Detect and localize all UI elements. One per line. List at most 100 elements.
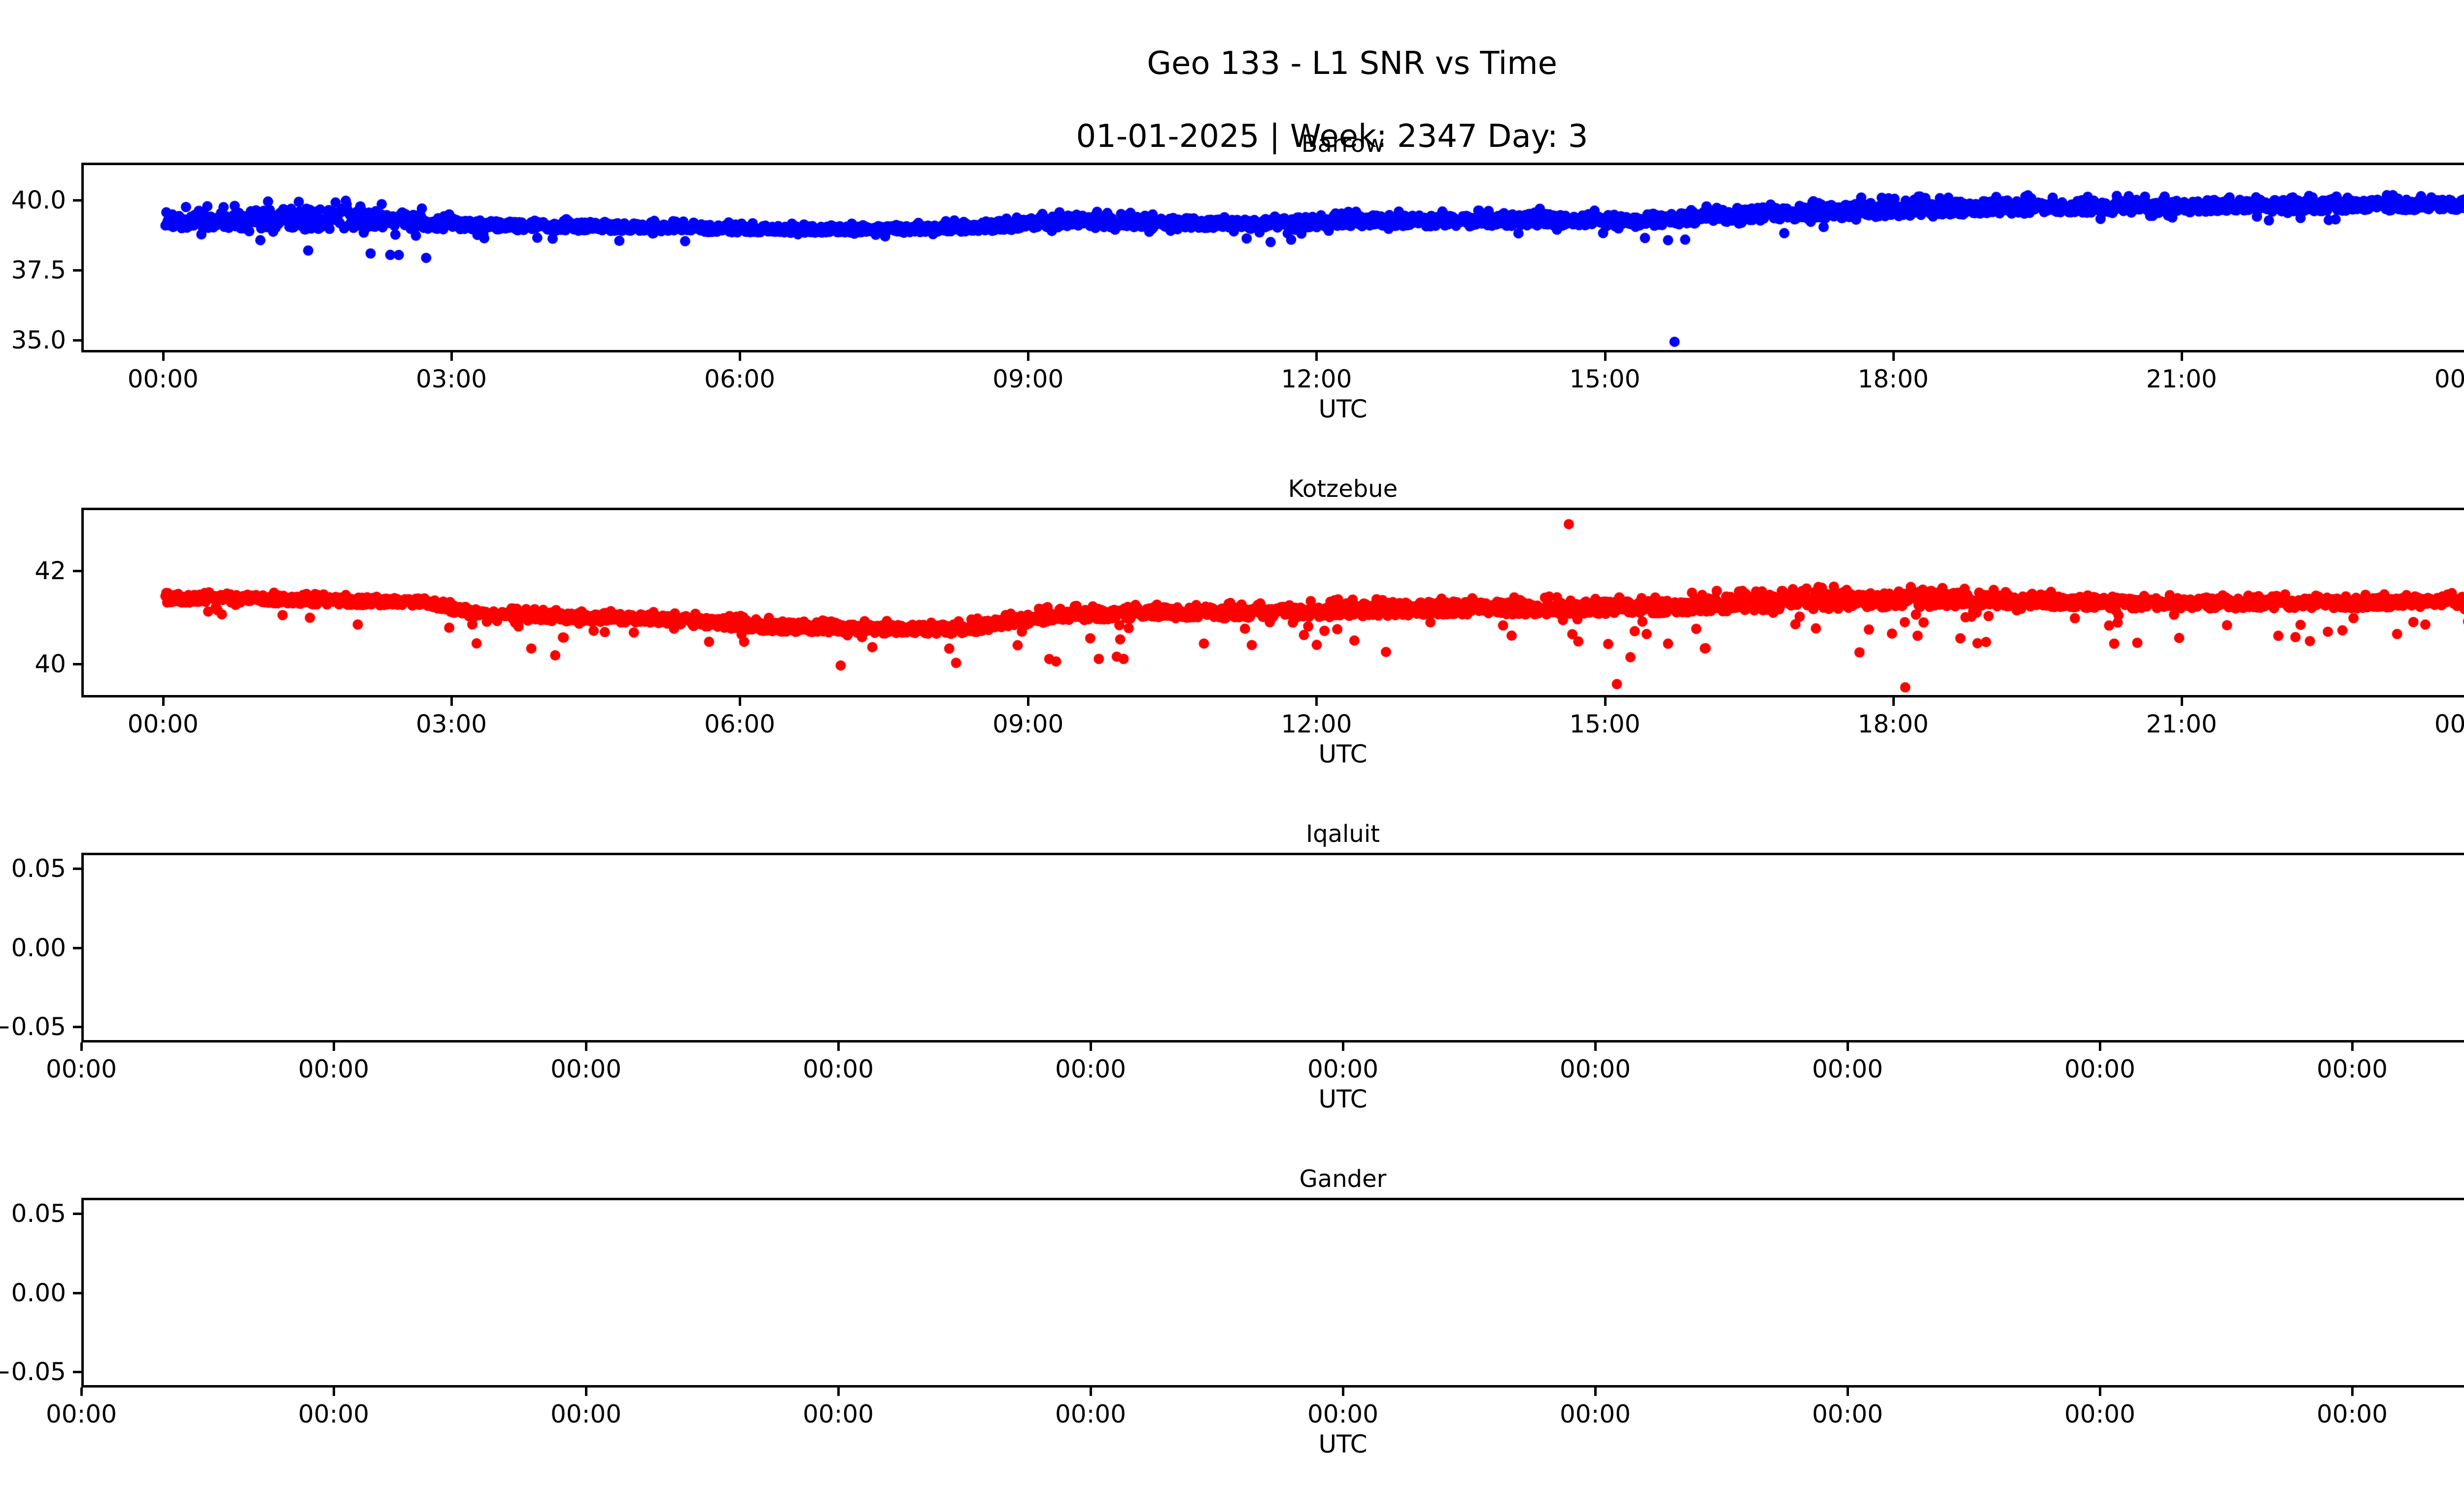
ytick-label-iqaluit-0: −0.05 xyxy=(0,1012,66,1041)
plot-area-kotzebue xyxy=(81,508,2464,697)
xtick-mark-kotzebue-1 xyxy=(450,697,453,706)
xtick-mark-barrow-2 xyxy=(739,352,742,361)
xtick-mark-gander-3 xyxy=(837,1388,840,1396)
xtick-mark-gander-0 xyxy=(80,1388,83,1396)
xtick-mark-iqaluit-8 xyxy=(2099,1043,2101,1051)
xtick-mark-gander-8 xyxy=(2099,1388,2101,1396)
xtick-label-barrow-6: 18:00 xyxy=(1857,365,1929,393)
ytick-label-iqaluit-1: 0.00 xyxy=(11,933,66,962)
subplot-title-iqaluit: Iqaluit xyxy=(1306,820,1380,848)
xtick-label-barrow-7: 21:00 xyxy=(2146,365,2217,393)
xtick-mark-gander-7 xyxy=(1847,1388,1849,1396)
xtick-mark-barrow-7 xyxy=(2180,352,2183,361)
xtick-label-iqaluit-8: 00:00 xyxy=(2064,1055,2136,1083)
xtick-label-gander-1: 00:00 xyxy=(298,1400,370,1428)
xtick-label-iqaluit-7: 00:00 xyxy=(1812,1055,1883,1083)
xtick-mark-gander-5 xyxy=(1342,1388,1344,1396)
ytick-label-kotzebue-0: 40 xyxy=(34,649,66,678)
xtick-mark-barrow-1 xyxy=(450,352,453,361)
xtick-label-gander-9: 00:00 xyxy=(2316,1400,2388,1428)
scatter-series-kotzebue xyxy=(84,510,2464,695)
xtick-mark-barrow-3 xyxy=(1027,352,1030,361)
xtick-mark-gander-4 xyxy=(1090,1388,1092,1396)
xtick-label-gander-0: 00:00 xyxy=(45,1400,117,1428)
ytick-mark-kotzebue-0 xyxy=(73,662,81,665)
xtick-mark-kotzebue-0 xyxy=(162,697,165,706)
xtick-label-barrow-1: 03:00 xyxy=(415,365,487,393)
xtick-label-kotzebue-8: 00:00 xyxy=(2434,710,2464,738)
xaxis-label-barrow: UTC xyxy=(1318,395,1368,423)
ytick-label-gander-1: 0.00 xyxy=(11,1278,66,1307)
xtick-label-kotzebue-7: 21:00 xyxy=(2146,710,2217,738)
xtick-label-gander-8: 00:00 xyxy=(2064,1400,2136,1428)
xtick-label-gander-7: 00:00 xyxy=(1812,1400,1883,1428)
xtick-label-iqaluit-4: 00:00 xyxy=(1055,1055,1127,1083)
xtick-label-iqaluit-5: 00:00 xyxy=(1307,1055,1379,1083)
xtick-label-gander-5: 00:00 xyxy=(1307,1400,1379,1428)
ytick-label-barrow-0: 35.0 xyxy=(11,325,66,354)
xtick-mark-barrow-6 xyxy=(1892,352,1895,361)
xtick-label-kotzebue-2: 06:00 xyxy=(704,710,776,738)
xtick-mark-kotzebue-7 xyxy=(2180,697,2183,706)
ytick-mark-barrow-1 xyxy=(73,269,81,272)
xtick-mark-gander-9 xyxy=(2351,1388,2354,1396)
xtick-label-barrow-3: 09:00 xyxy=(992,365,1064,393)
xaxis-label-iqaluit: UTC xyxy=(1318,1085,1368,1113)
xtick-label-barrow-8: 00:00 xyxy=(2434,365,2464,393)
figure-title: Geo 133 - L1 SNR vs Time 01-01-2025 | We… xyxy=(0,9,2464,228)
xtick-mark-gander-6 xyxy=(1594,1388,1597,1396)
xaxis-label-kotzebue: UTC xyxy=(1318,740,1368,768)
xtick-label-iqaluit-2: 00:00 xyxy=(550,1055,622,1083)
xtick-mark-kotzebue-5 xyxy=(1604,697,1607,706)
xtick-label-kotzebue-1: 03:00 xyxy=(415,710,487,738)
scatter-series-barrow xyxy=(84,165,2464,350)
xtick-mark-kotzebue-2 xyxy=(739,697,742,706)
ytick-label-kotzebue-1: 42 xyxy=(34,556,66,585)
xtick-label-gander-4: 00:00 xyxy=(1055,1400,1127,1428)
ytick-mark-gander-0 xyxy=(73,1370,81,1373)
xtick-mark-gander-2 xyxy=(585,1388,587,1396)
plot-area-iqaluit xyxy=(81,853,2464,1043)
ytick-mark-barrow-0 xyxy=(73,339,81,342)
ytick-mark-gander-1 xyxy=(73,1291,81,1294)
subplot-title-gander: Gander xyxy=(1299,1165,1387,1193)
ytick-mark-kotzebue-1 xyxy=(73,569,81,572)
ytick-mark-iqaluit-1 xyxy=(73,946,81,949)
plot-area-gander xyxy=(81,1198,2464,1388)
xtick-mark-iqaluit-3 xyxy=(837,1043,840,1051)
xtick-label-gander-3: 00:00 xyxy=(802,1400,874,1428)
ytick-label-gander-0: −0.05 xyxy=(0,1357,66,1386)
xtick-mark-gander-1 xyxy=(333,1388,335,1396)
xtick-mark-iqaluit-7 xyxy=(1847,1043,1849,1051)
xtick-label-barrow-5: 15:00 xyxy=(1569,365,1641,393)
xtick-label-iqaluit-1: 00:00 xyxy=(298,1055,370,1083)
plot-area-barrow xyxy=(81,163,2464,352)
xtick-mark-iqaluit-4 xyxy=(1090,1043,1092,1051)
subplot-title-barrow: Barrow xyxy=(1301,130,1385,158)
scatter-series-gander xyxy=(84,1200,2464,1385)
xtick-label-kotzebue-5: 15:00 xyxy=(1569,710,1641,738)
ytick-label-gander-2: 0.05 xyxy=(11,1199,66,1228)
xtick-label-barrow-4: 12:00 xyxy=(1281,365,1352,393)
xtick-mark-iqaluit-5 xyxy=(1342,1043,1344,1051)
ytick-mark-iqaluit-2 xyxy=(73,868,81,870)
xtick-label-iqaluit-0: 00:00 xyxy=(45,1055,117,1083)
xtick-mark-barrow-5 xyxy=(1604,352,1607,361)
xtick-mark-kotzebue-6 xyxy=(1892,697,1895,706)
xtick-mark-barrow-0 xyxy=(162,352,165,361)
xtick-label-kotzebue-6: 18:00 xyxy=(1857,710,1929,738)
ytick-mark-iqaluit-0 xyxy=(73,1025,81,1028)
ytick-mark-gander-2 xyxy=(73,1213,81,1216)
xtick-label-kotzebue-4: 12:00 xyxy=(1281,710,1352,738)
xtick-label-gander-6: 00:00 xyxy=(1559,1400,1631,1428)
xtick-mark-kotzebue-4 xyxy=(1315,697,1318,706)
ytick-mark-barrow-2 xyxy=(73,199,81,202)
xtick-label-iqaluit-3: 00:00 xyxy=(802,1055,874,1083)
ytick-label-iqaluit-2: 0.05 xyxy=(11,854,66,883)
scatter-series-iqaluit xyxy=(84,855,2464,1040)
